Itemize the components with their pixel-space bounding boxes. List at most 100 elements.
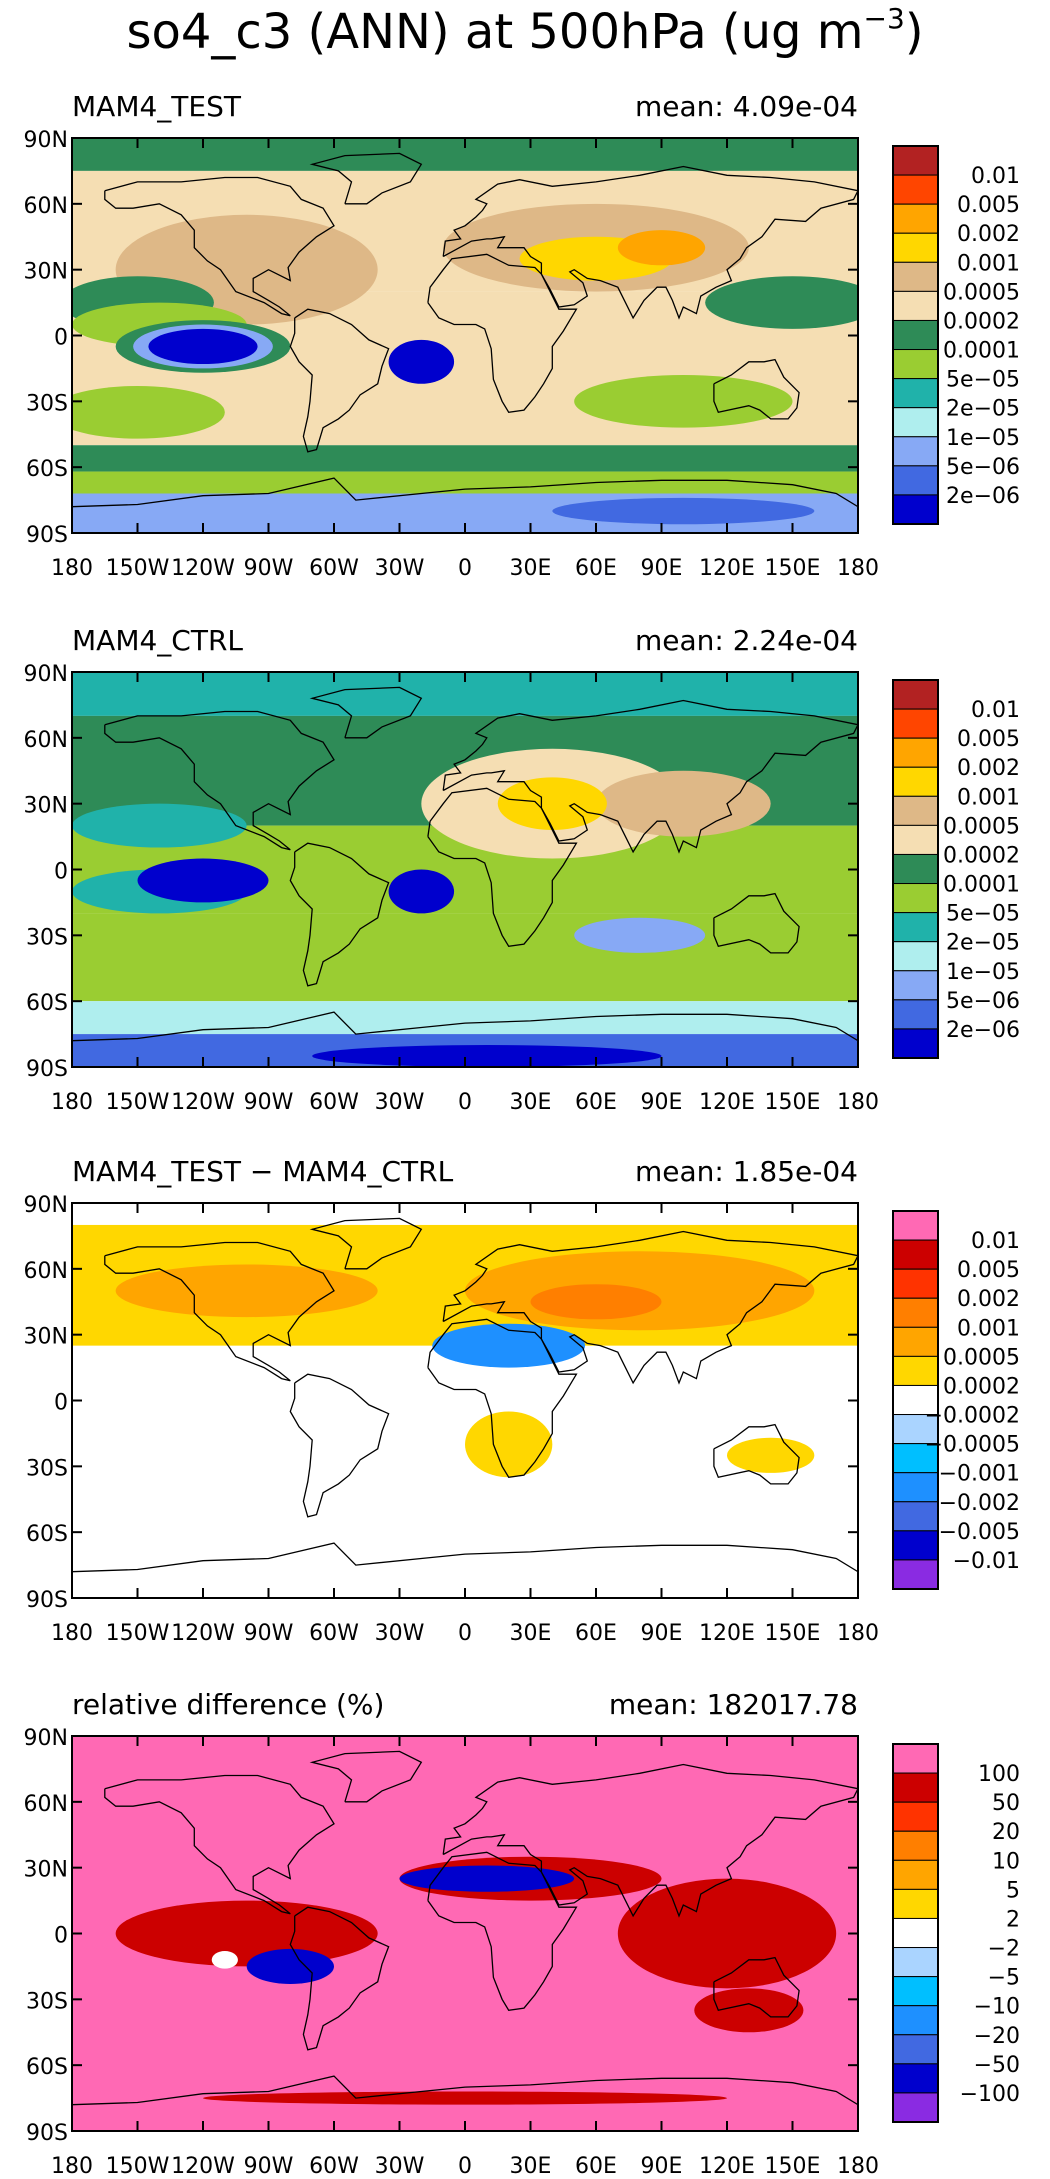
coastline — [442, 165, 858, 320]
colorbar-swatch — [892, 1326, 939, 1357]
colorbar-label: 2e−05 — [946, 397, 1020, 422]
lon-tick-label: 90E — [641, 1090, 683, 1115]
colorbar-label: 0.001 — [957, 251, 1020, 276]
lon-tick-label: 120E — [699, 1621, 755, 1646]
colorbar-label: 20 — [992, 1820, 1020, 1845]
colorbar-frame — [892, 679, 939, 1059]
lon-tick-label: 30W — [375, 2154, 425, 2175]
colorbar: 0.01 0.005 0.002 0.001 0.0005 0.0002 0.0001 5e−… — [892, 145, 1020, 525]
colorbar-swatch — [892, 2005, 939, 2036]
lon-tick-label: 60E — [575, 1621, 617, 1646]
colorbar-label: 0.0005 — [943, 280, 1020, 305]
contour-blob — [617, 1878, 837, 1989]
lon-tick-label: 30E — [510, 2154, 552, 2175]
colorbar-swatch — [892, 378, 939, 409]
map-panel: MAM4_TEST mean: 4.09e-04 90N 60N 30N 0 30S 60S 9… — [24, 90, 1020, 581]
colorbar-frame — [892, 1210, 939, 1590]
colorbar-swatch — [892, 1888, 939, 1919]
lat-tick-label: 30S — [26, 925, 68, 950]
panel-mean: mean: 2.24e-04 — [635, 624, 858, 657]
lon-tick-label: 60E — [575, 556, 617, 581]
contour-blob — [497, 777, 607, 831]
map-field — [72, 672, 858, 1067]
lon-tick-label: 150W — [106, 556, 170, 581]
lon-tick-label: 30E — [510, 1621, 552, 1646]
panel-label: MAM4_CTRL — [72, 624, 243, 657]
colorbar-label: −5 — [988, 1966, 1020, 1991]
lat-tick-label: 30S — [26, 391, 68, 416]
colorbar-swatch — [892, 1384, 939, 1416]
colorbar-swatch — [892, 407, 939, 438]
colorbar-label: 0.0005 — [943, 814, 1020, 839]
lat-tick-label: 60N — [24, 1792, 68, 1817]
lat-tick-label: 90S — [26, 2121, 68, 2146]
map-field — [72, 1736, 858, 2131]
colorbar-swatch — [892, 1210, 939, 1241]
colorbar-swatch — [892, 203, 939, 234]
coastline — [72, 2075, 858, 2106]
panels: MAM4_TEST mean: 4.09e-04 90N 60N 30N 0 30S 60S 9… — [24, 90, 1020, 2179]
colorbar-label: 5 — [1006, 1878, 1020, 1903]
contour-blob — [432, 1323, 586, 1368]
coastline — [427, 253, 578, 414]
lon-tick-label: 30W — [375, 556, 425, 581]
colorbar-swatch — [892, 1028, 939, 1059]
colorbar-swatch — [892, 1947, 939, 1978]
contour-blob — [72, 385, 225, 439]
coastline — [309, 1217, 423, 1270]
contour-band — [72, 445, 858, 472]
colorbar-label: −20 — [974, 2024, 1020, 2049]
lon-tick-label: 0 — [458, 2154, 472, 2175]
map-field — [72, 138, 858, 533]
lon-tick-label: 30W — [375, 1621, 425, 1646]
colorbar-label: −0.01 — [953, 1549, 1020, 1574]
lon-tick-label: 90W — [244, 1621, 294, 1646]
coastline — [289, 842, 390, 987]
colorbar-swatch — [892, 232, 939, 263]
colorbar-swatch — [892, 436, 939, 467]
panel-label: MAM4_TEST — [72, 90, 242, 123]
colorbar-label: 0.005 — [957, 727, 1020, 752]
colorbar-swatch — [892, 737, 939, 768]
colorbar-swatch — [892, 349, 939, 380]
colorbar-swatch — [892, 319, 939, 351]
colorbar-swatch — [892, 883, 939, 914]
colorbar-label: 0.0005 — [943, 1345, 1020, 1370]
lon-tick-label: 150W — [106, 1621, 170, 1646]
colorbar-label: 0.001 — [957, 1316, 1020, 1341]
colorbar-label: −0.0002 — [925, 1404, 1020, 1429]
coastline — [309, 152, 423, 205]
lon-tick-label: 180 — [837, 2154, 879, 2175]
coastline — [427, 1318, 578, 1479]
coastline — [72, 1011, 858, 1042]
lat-tick-label: 30N — [24, 794, 68, 819]
lon-tick-label: 180 — [837, 1090, 879, 1115]
colorbar-label: 0.002 — [957, 1287, 1020, 1312]
lat-tick-label: 90N — [24, 1193, 68, 1218]
colorbar-swatch — [892, 941, 939, 972]
lon-tick-label: 150W — [106, 2154, 170, 2175]
contour-blob — [137, 858, 269, 903]
lat-tick-label: 60S — [26, 1522, 68, 1547]
coastline — [309, 686, 423, 739]
lat-tick-label: 60N — [24, 1259, 68, 1284]
lon-tick-label: 150W — [106, 1090, 170, 1115]
panel-label: relative difference (%) — [72, 1688, 384, 1721]
lon-tick-label: 150E — [765, 1090, 821, 1115]
colorbar-label: 2e−06 — [946, 484, 1020, 509]
lat-tick-label: 30S — [26, 1989, 68, 2014]
lat-tick-label: 60N — [24, 194, 68, 219]
lat-tick-label: 60S — [26, 457, 68, 482]
colorbar-swatch — [892, 1743, 939, 1774]
coastline — [289, 308, 390, 453]
colorbar-label: 0.0001 — [943, 873, 1020, 898]
colorbar-label: 0.01 — [971, 698, 1020, 723]
contour-blob — [694, 1988, 804, 2033]
colorbar-swatch — [892, 145, 939, 176]
colorbar-swatch — [892, 999, 939, 1030]
colorbar-swatch — [892, 1559, 939, 1590]
colorbar-label: 0.0002 — [943, 1374, 1020, 1399]
colorbar-label: −0.005 — [939, 1520, 1020, 1545]
lat-tick-label: 60S — [26, 2055, 68, 2080]
